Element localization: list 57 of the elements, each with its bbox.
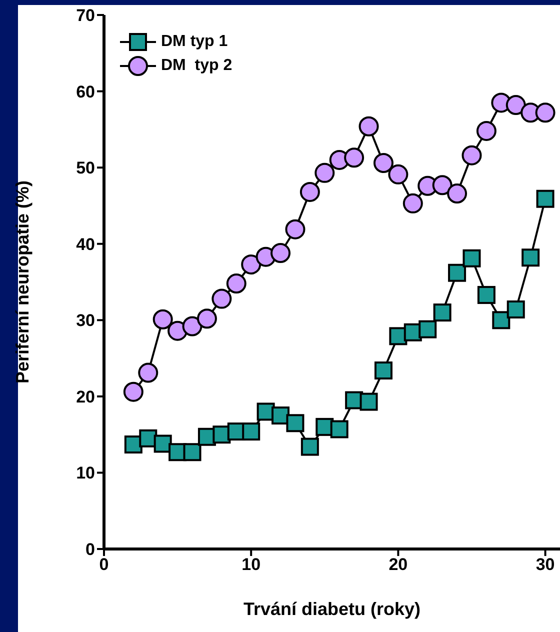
point: [447, 184, 468, 204]
y-tick-label: 70: [76, 6, 95, 26]
point: [358, 116, 379, 136]
legend-label: DM typ 2: [161, 57, 232, 75]
point: [522, 248, 540, 267]
point: [196, 308, 217, 329]
point: [374, 361, 392, 380]
y-tick-label: 30: [76, 311, 95, 330]
point: [402, 193, 423, 214]
point: [270, 243, 291, 264]
point: [152, 309, 173, 330]
point: [242, 422, 260, 441]
point: [462, 249, 481, 268]
point: [477, 286, 496, 304]
x-tick-label: 20: [388, 555, 408, 574]
point: [212, 288, 232, 309]
y-tick-label: 20: [76, 387, 95, 406]
point: [506, 300, 525, 318]
point: [183, 443, 202, 462]
point: [300, 438, 319, 456]
point: [433, 304, 452, 322]
point: [226, 274, 246, 294]
point: [432, 175, 452, 196]
legend-label: DM typ 1: [161, 33, 228, 51]
y-tick-label: 0: [86, 540, 95, 560]
point: [285, 219, 306, 240]
point: [492, 311, 510, 330]
point: [388, 164, 408, 184]
point: [330, 420, 348, 438]
x-axis-title: Trvání diabetu (roky): [243, 599, 421, 619]
point: [536, 190, 554, 208]
y-axis-title: Periferní neuropatie (%): [12, 180, 32, 384]
y-tick-label: 60: [76, 82, 95, 102]
x-tick-label: 0: [99, 555, 109, 574]
point: [344, 148, 364, 168]
y-tick-label: 10: [76, 464, 95, 483]
point: [286, 414, 304, 432]
point: [272, 406, 290, 424]
point: [138, 362, 158, 383]
point: [476, 120, 496, 141]
point: [418, 320, 437, 338]
x-tick-label: 10: [242, 555, 261, 574]
point: [154, 434, 172, 453]
x-tick-label: 30: [536, 555, 555, 574]
point: [123, 382, 144, 402]
y-tick-label: 50: [76, 158, 95, 178]
point: [535, 102, 556, 123]
point: [360, 392, 378, 411]
point: [462, 145, 482, 166]
point: [314, 162, 335, 183]
point: [182, 316, 202, 336]
point: [448, 264, 466, 282]
point: [506, 95, 526, 116]
point: [300, 182, 320, 202]
y-tick-label: 40: [76, 234, 95, 254]
point: [241, 254, 262, 274]
point: [373, 152, 394, 173]
